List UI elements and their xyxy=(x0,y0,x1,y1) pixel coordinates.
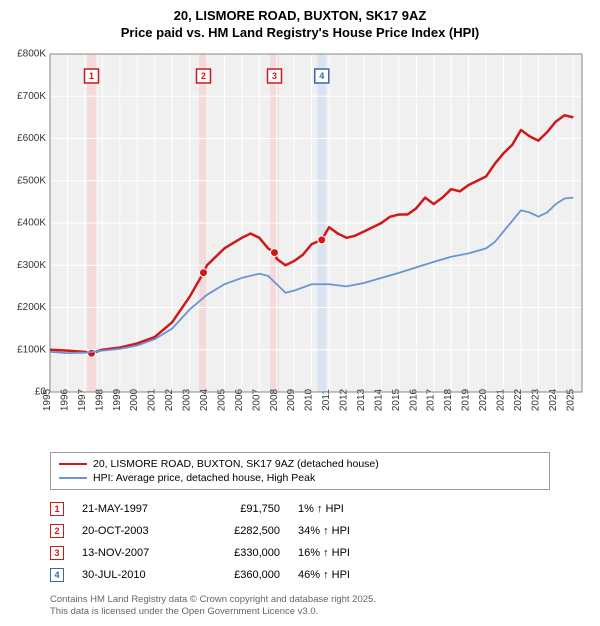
chart-title: 20, LISMORE ROAD, BUXTON, SK17 9AZ Price… xyxy=(10,8,590,42)
legend-swatch xyxy=(59,463,87,465)
event-hpi: 16% ↑ HPI xyxy=(298,547,350,559)
footer-line1: Contains HM Land Registry data © Crown c… xyxy=(50,594,550,606)
event-price: £360,000 xyxy=(200,569,280,581)
event-date: 21-MAY-1997 xyxy=(82,503,182,515)
event-price: £330,000 xyxy=(200,547,280,559)
event-marker: 3 xyxy=(50,546,64,560)
svg-text:4: 4 xyxy=(319,71,324,81)
legend-item: 20, LISMORE ROAD, BUXTON, SK17 9AZ (deta… xyxy=(59,457,541,471)
footer-attribution: Contains HM Land Registry data © Crown c… xyxy=(50,594,550,619)
legend-label: 20, LISMORE ROAD, BUXTON, SK17 9AZ (deta… xyxy=(93,458,379,470)
title-line2: Price paid vs. HM Land Registry's House … xyxy=(10,25,590,42)
legend: 20, LISMORE ROAD, BUXTON, SK17 9AZ (deta… xyxy=(50,452,550,490)
events-table: 1 21-MAY-1997 £91,750 1% ↑ HPI 2 20-OCT-2003 £… xyxy=(50,498,550,586)
event-date: 13-NOV-2007 xyxy=(82,547,182,559)
svg-text:£500K: £500K xyxy=(17,175,46,186)
svg-text:£600K: £600K xyxy=(17,133,46,144)
event-date: 20-OCT-2003 xyxy=(82,525,182,537)
event-marker: 2 xyxy=(50,524,64,538)
price-chart: £0£100K£200K£300K£400K£500K£600K£700K£80… xyxy=(10,48,590,448)
event-row: 4 30-JUL-2010 £360,000 46% ↑ HPI xyxy=(50,564,550,586)
svg-text:2: 2 xyxy=(201,71,206,81)
event-hpi: 46% ↑ HPI xyxy=(298,569,350,581)
event-row: 1 21-MAY-1997 £91,750 1% ↑ HPI xyxy=(50,498,550,520)
legend-label: HPI: Average price, detached house, High… xyxy=(93,472,315,484)
svg-text:£100K: £100K xyxy=(17,344,46,355)
event-marker: 4 xyxy=(50,568,64,582)
event-price: £282,500 xyxy=(200,525,280,537)
svg-text:3: 3 xyxy=(272,71,277,81)
svg-text:£200K: £200K xyxy=(17,302,46,313)
event-marker: 1 xyxy=(50,502,64,516)
svg-text:£700K: £700K xyxy=(17,91,46,102)
footer-line2: This data is licensed under the Open Gov… xyxy=(50,606,550,618)
event-price: £91,750 xyxy=(200,503,280,515)
event-hpi: 1% ↑ HPI xyxy=(298,503,344,515)
event-hpi: 34% ↑ HPI xyxy=(298,525,350,537)
event-date: 30-JUL-2010 xyxy=(82,569,182,581)
legend-item: HPI: Average price, detached house, High… xyxy=(59,471,541,485)
event-row: 2 20-OCT-2003 £282,500 34% ↑ HPI xyxy=(50,520,550,542)
svg-text:1: 1 xyxy=(89,71,94,81)
event-row: 3 13-NOV-2007 £330,000 16% ↑ HPI xyxy=(50,542,550,564)
title-line1: 20, LISMORE ROAD, BUXTON, SK17 9AZ xyxy=(10,8,590,25)
legend-swatch xyxy=(59,477,87,479)
svg-text:£400K: £400K xyxy=(17,217,46,228)
svg-text:£300K: £300K xyxy=(17,260,46,271)
svg-text:£800K: £800K xyxy=(17,48,46,59)
